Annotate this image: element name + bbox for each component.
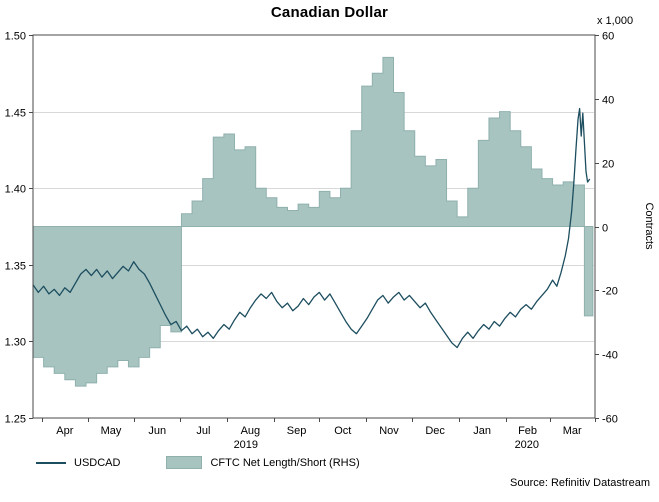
month-label: Aug xyxy=(241,425,261,437)
cftc-area-swatch xyxy=(166,456,203,469)
month-label: Sep xyxy=(287,425,307,437)
month-label: Feb xyxy=(518,425,537,437)
chart-legend: USDCAD CFTC Net Length/Short (RHS) xyxy=(36,456,360,469)
right-axis-tick-label: 60 xyxy=(602,31,614,43)
right-axis-tick-label: 40 xyxy=(602,95,614,107)
cftc-legend-label: CFTC Net Length/Short (RHS) xyxy=(210,456,360,469)
month-label: Oct xyxy=(334,425,351,437)
left-axis-tick-label: 1.40 xyxy=(5,184,26,196)
month-label: Jun xyxy=(148,425,166,437)
month-label: Apr xyxy=(56,425,73,437)
usdcad-line-swatch xyxy=(36,461,66,464)
usdcad-line xyxy=(32,107,591,349)
left-axis-tick-label: 1.45 xyxy=(5,108,26,120)
source-attribution: Source: Refinitiv Datastream xyxy=(510,477,650,489)
right-axis-tick-label: -20 xyxy=(602,286,618,298)
left-axis-tick-label: 1.50 xyxy=(5,31,26,43)
right-axis-tick-label: 0 xyxy=(602,223,608,235)
left-axis-tick-label: 1.25 xyxy=(5,414,26,426)
left-axis-tick-label: 1.35 xyxy=(5,261,26,273)
cftc-net-position-area xyxy=(32,56,594,387)
usdcad-legend-label: USDCAD xyxy=(74,456,121,469)
month-label: Jan xyxy=(473,425,491,437)
chart-title: Canadian Dollar xyxy=(270,4,389,21)
month-label: Jul xyxy=(196,425,210,437)
month-label: May xyxy=(101,425,122,437)
year-label: 2019 xyxy=(234,439,258,451)
month-label: Mar xyxy=(563,425,582,437)
plot-frame xyxy=(32,34,596,419)
month-label: Dec xyxy=(425,425,445,437)
year-label: 2020 xyxy=(515,439,539,451)
right-axis-tick-label: 20 xyxy=(602,159,614,171)
right-axis-unit-label: x 1,000 xyxy=(597,15,634,27)
right-axis-tick-label: -60 xyxy=(602,414,618,426)
month-label: Nov xyxy=(379,425,399,437)
right-axis-tick-label: -40 xyxy=(602,350,618,362)
left-axis-tick-label: 1.30 xyxy=(5,337,26,349)
